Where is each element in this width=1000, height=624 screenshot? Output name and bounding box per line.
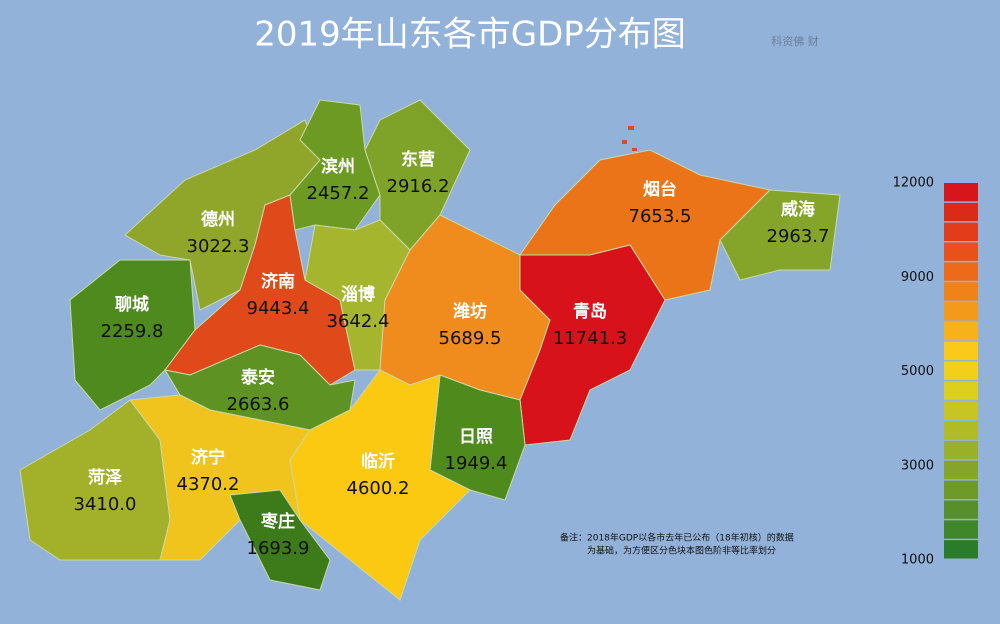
city-name: 济宁 bbox=[191, 447, 225, 468]
city-name: 济南 bbox=[261, 271, 295, 292]
legend-tick-label: 1000 bbox=[901, 553, 934, 568]
city-name: 枣庄 bbox=[260, 511, 295, 532]
legend-swatch bbox=[944, 421, 978, 440]
city-gdp: 3410.0 bbox=[74, 494, 137, 515]
legend-swatch bbox=[944, 262, 978, 281]
city-name: 烟台 bbox=[643, 179, 677, 200]
region bbox=[519, 244, 666, 446]
legend-swatch bbox=[944, 540, 978, 559]
legend-swatch bbox=[944, 401, 978, 420]
city-gdp: 2259.8 bbox=[101, 321, 164, 342]
legend-swatch bbox=[944, 321, 978, 341]
city-name: 青岛 bbox=[573, 301, 607, 322]
legend-tick-label: 9000 bbox=[901, 270, 934, 285]
legend-swatch bbox=[944, 302, 978, 321]
legend-tick-label: 3000 bbox=[901, 458, 934, 473]
legend-swatch bbox=[944, 500, 978, 519]
city-gdp: 1693.9 bbox=[247, 538, 310, 559]
city-gdp: 5689.5 bbox=[439, 328, 502, 349]
city-name: 日照 bbox=[459, 427, 493, 447]
islands bbox=[622, 126, 637, 151]
legend-swatch bbox=[944, 242, 978, 261]
city-gdp: 7653.5 bbox=[629, 206, 692, 227]
legend-tick-label: 12000 bbox=[893, 176, 934, 191]
legend-swatch bbox=[944, 520, 978, 539]
city-gdp: 2916.2 bbox=[387, 176, 450, 197]
city-name: 潍坊 bbox=[453, 301, 487, 322]
note-line: 备注：2018年GDP以各市去年已公布（18年初核）的数据 bbox=[560, 532, 794, 544]
legend-tick-label: 5000 bbox=[901, 364, 934, 379]
city-name: 菏泽 bbox=[88, 467, 122, 488]
city-gdp: 4600.2 bbox=[347, 478, 410, 499]
city-gdp: 2663.6 bbox=[227, 394, 290, 415]
region bbox=[719, 189, 841, 281]
watermark: 科资佛 财 bbox=[771, 34, 819, 48]
city-name: 聊城 bbox=[115, 294, 149, 315]
region bbox=[229, 489, 331, 591]
city-gdp: 11741.3 bbox=[553, 328, 627, 349]
city-name: 淄博 bbox=[341, 284, 375, 305]
title: 2019年山东各市GDP分布图 bbox=[254, 15, 686, 55]
legend-swatch bbox=[944, 440, 978, 460]
city-gdp: 2457.2 bbox=[307, 183, 370, 204]
note-line: 为基础，为方便区分色块本图色阶非等比率划分 bbox=[587, 545, 776, 557]
regions bbox=[19, 99, 841, 601]
city-name: 威海 bbox=[781, 199, 815, 220]
city-gdp: 3022.3 bbox=[187, 236, 250, 257]
city-gdp: 2963.7 bbox=[767, 226, 830, 247]
legend-swatch bbox=[944, 202, 978, 222]
city-gdp: 3642.4 bbox=[327, 311, 390, 332]
legend-swatch bbox=[944, 282, 978, 301]
city-name: 德州 bbox=[201, 209, 235, 230]
legend-swatch bbox=[944, 183, 978, 202]
city-name: 滨州 bbox=[321, 156, 355, 177]
city-name: 临沂 bbox=[361, 451, 395, 472]
legend-swatch bbox=[944, 480, 978, 499]
city-gdp: 1949.4 bbox=[445, 453, 508, 474]
legend-swatch bbox=[944, 361, 978, 380]
legend-swatch bbox=[944, 381, 978, 400]
legend-swatch bbox=[944, 460, 978, 480]
legend-swatch bbox=[944, 222, 978, 242]
city-name: 东营 bbox=[401, 149, 435, 170]
city-gdp: 9443.4 bbox=[247, 298, 310, 319]
city-name: 泰安 bbox=[241, 367, 275, 388]
city-gdp: 4370.2 bbox=[177, 474, 240, 495]
legend-swatch bbox=[944, 341, 978, 361]
